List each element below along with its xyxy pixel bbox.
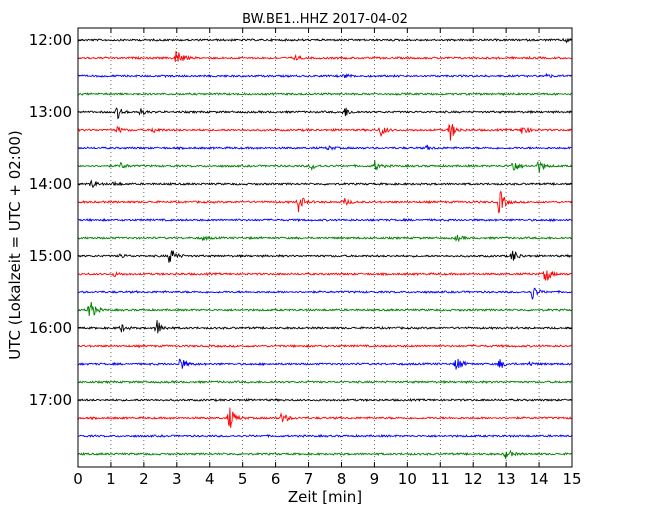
x-tick-label: 3 (172, 470, 182, 488)
trace-1600 (77, 320, 572, 334)
trace-1530 (77, 287, 572, 300)
y-tick-label: 12:00 (29, 31, 72, 49)
x-tick-label: 12 (464, 470, 483, 488)
trace-1230 (77, 72, 572, 79)
trace-1545 (77, 301, 572, 317)
x-tick-label: 11 (431, 470, 450, 488)
y-tick-label: 16:00 (29, 319, 72, 337)
x-tick-label: 5 (238, 470, 248, 488)
trace-1645 (77, 379, 572, 385)
trace-1730 (77, 433, 572, 439)
trace-1630 (77, 358, 572, 370)
x-tick-label: 2 (139, 470, 149, 488)
x-tick-label: 7 (304, 470, 314, 488)
x-tick-label: 9 (370, 470, 380, 488)
x-tick-label: 0 (73, 470, 83, 488)
x-tick-label: 4 (205, 470, 215, 488)
trace-1500 (77, 250, 572, 263)
trace-1615 (77, 344, 572, 349)
trace-1245 (77, 91, 572, 97)
trace-1715 (77, 407, 572, 428)
trace-1215 (77, 50, 572, 62)
y-tick-label: 13:00 (29, 103, 72, 121)
y-tick-label: 14:00 (29, 175, 72, 193)
x-tick-label: 14 (530, 470, 549, 488)
traces (77, 37, 572, 460)
x-tick-label: 8 (337, 470, 347, 488)
trace-1515 (77, 270, 572, 281)
trace-1300 (77, 107, 572, 120)
x-tick-label: 15 (562, 470, 581, 488)
trace-1445 (77, 234, 572, 243)
x-tick-label: 10 (398, 470, 417, 488)
trace-1200 (77, 37, 572, 44)
axes: 0 1 2 3 4 5 6 7 8 9 10 11 12 13 14 1512:0013:0014:0015:… (29, 27, 582, 488)
trace-1430 (77, 217, 572, 223)
chart-title: BW.BE1..HHZ 2017-04-02 (242, 12, 408, 27)
x-tick-label: 1 (106, 470, 116, 488)
trace-1345 (77, 160, 572, 173)
trace-1315 (77, 123, 572, 141)
plot-frame (77, 27, 573, 468)
trace-1330 (77, 144, 572, 151)
trace-1700 (77, 397, 572, 403)
x-tick-label: 13 (497, 470, 516, 488)
trace-1415 (78, 190, 572, 214)
y-tick-label: 17:00 (29, 391, 72, 409)
y-tick-label: 15:00 (29, 247, 72, 265)
x-axis-label: Zeit [min] (287, 488, 363, 506)
x-tick-label: 6 (271, 470, 281, 488)
trace-1400 (77, 179, 572, 188)
trace-1745 (77, 449, 572, 460)
